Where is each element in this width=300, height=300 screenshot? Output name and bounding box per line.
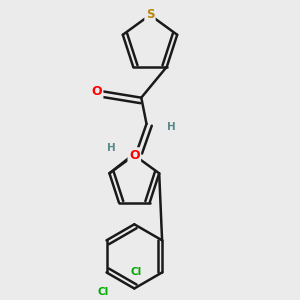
Text: Cl: Cl xyxy=(98,286,109,297)
Text: H: H xyxy=(167,122,176,132)
Text: H: H xyxy=(106,143,115,153)
Text: Cl: Cl xyxy=(130,267,142,278)
Text: O: O xyxy=(91,85,102,98)
Text: O: O xyxy=(129,149,140,162)
Text: S: S xyxy=(146,8,154,22)
